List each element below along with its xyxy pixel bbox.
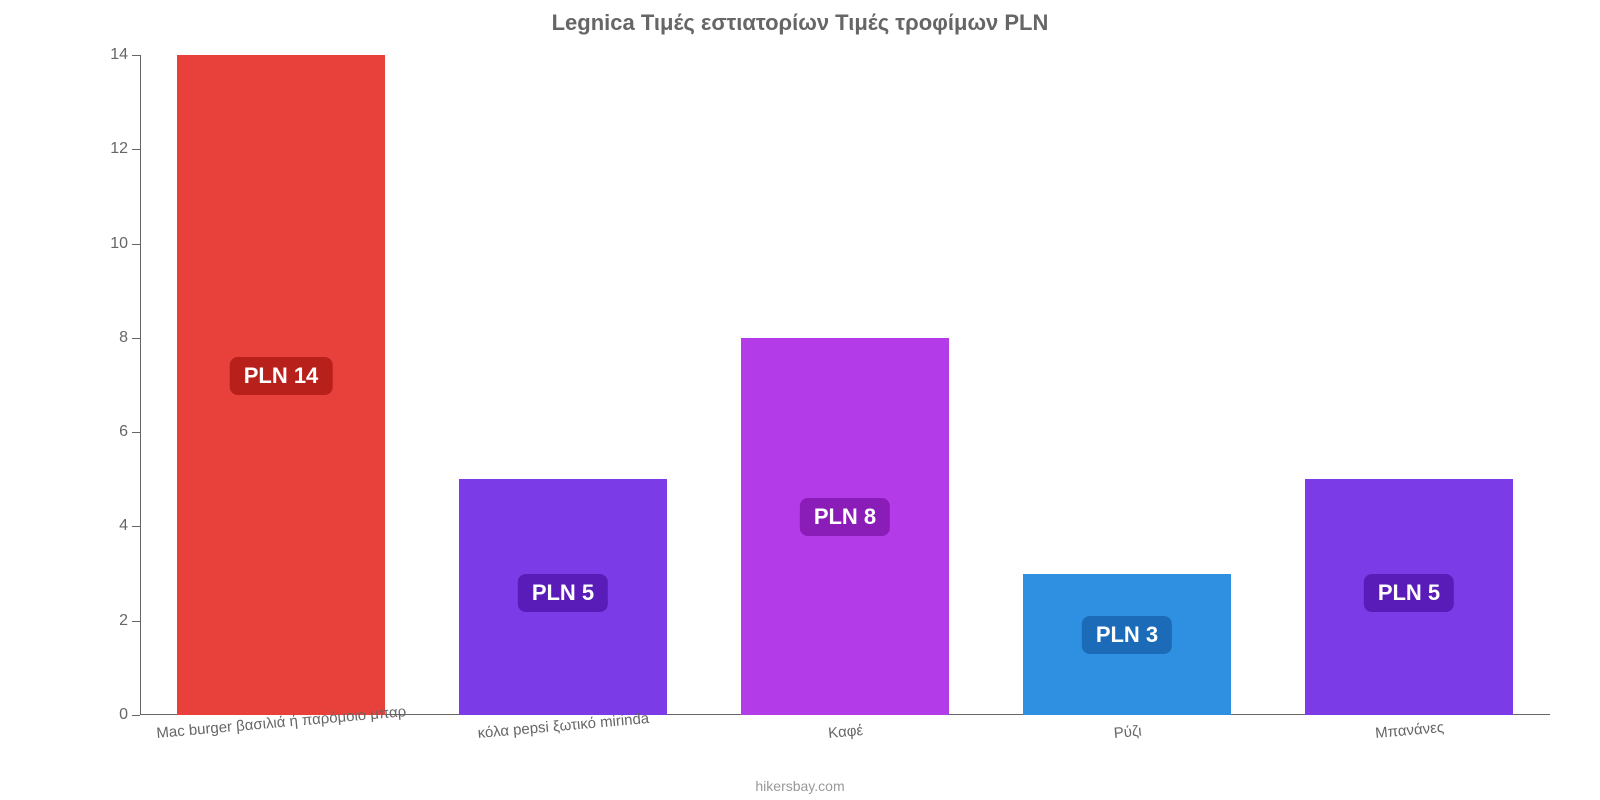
y-tick-label: 10 — [110, 235, 128, 253]
y-tick — [132, 621, 140, 622]
x-axis-label: Καφέ — [828, 722, 864, 742]
value-badge: PLN 5 — [518, 574, 608, 612]
y-tick-label: 2 — [119, 612, 128, 630]
y-tick-label: 0 — [119, 706, 128, 724]
y-tick — [132, 244, 140, 245]
y-tick-label: 12 — [110, 140, 128, 158]
y-tick — [132, 715, 140, 716]
y-tick — [132, 149, 140, 150]
x-axis-label: Ρύζι — [1113, 723, 1142, 742]
value-badge: PLN 14 — [230, 357, 333, 395]
y-tick-label: 8 — [119, 329, 128, 347]
bars-layer: PLN 14 PLN 5 PLN 8 PLN 3 PLN 5 — [140, 55, 1550, 715]
footer-attribution: hikersbay.com — [0, 778, 1600, 794]
plot-area: PLN 14PLN 5PLN 8PLN 3PLN 5 02468101214Ma… — [140, 55, 1550, 715]
chart-title: Legnica Τιμές εστιατορίων Τιμές τροφίμων… — [0, 10, 1600, 36]
y-tick — [132, 432, 140, 433]
y-tick-label: 6 — [119, 423, 128, 441]
chart-container: Legnica Τιμές εστιατορίων Τιμές τροφίμων… — [0, 0, 1600, 800]
y-tick — [132, 526, 140, 527]
value-badge: PLN 5 — [1364, 574, 1454, 612]
y-tick — [132, 55, 140, 56]
y-tick — [132, 338, 140, 339]
y-tick-label: 4 — [119, 517, 128, 535]
value-badge: PLN 3 — [1082, 616, 1172, 654]
y-tick-label: 14 — [110, 46, 128, 64]
x-axis-label: Μπανάνες — [1375, 719, 1445, 742]
value-badge: PLN 8 — [800, 498, 890, 536]
